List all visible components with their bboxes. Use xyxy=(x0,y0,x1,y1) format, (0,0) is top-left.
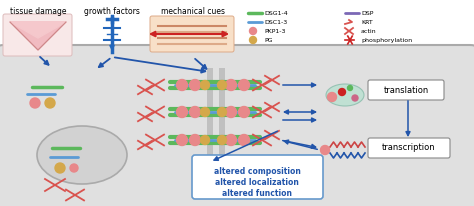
Circle shape xyxy=(176,107,188,117)
Circle shape xyxy=(190,80,201,90)
Circle shape xyxy=(190,107,201,117)
Circle shape xyxy=(352,95,358,101)
Text: altered localization: altered localization xyxy=(215,178,299,187)
Ellipse shape xyxy=(37,126,127,184)
Circle shape xyxy=(328,92,337,102)
Text: PG: PG xyxy=(264,37,273,42)
Circle shape xyxy=(249,36,256,43)
Text: DSG1-4: DSG1-4 xyxy=(264,11,288,15)
Circle shape xyxy=(338,89,346,96)
Text: altered function: altered function xyxy=(222,189,292,198)
FancyBboxPatch shape xyxy=(368,138,450,158)
Circle shape xyxy=(55,163,65,173)
Text: DSP: DSP xyxy=(361,11,374,15)
Text: actin: actin xyxy=(361,28,377,34)
Circle shape xyxy=(238,107,249,117)
Polygon shape xyxy=(10,22,66,50)
Text: DSC1-3: DSC1-3 xyxy=(264,20,287,25)
Text: KRT: KRT xyxy=(361,20,373,25)
Circle shape xyxy=(218,81,227,89)
Text: growth factors: growth factors xyxy=(84,7,140,16)
Circle shape xyxy=(201,136,210,144)
Circle shape xyxy=(30,98,40,108)
Text: phosphorylation: phosphorylation xyxy=(361,37,412,42)
Circle shape xyxy=(201,108,210,117)
Circle shape xyxy=(218,136,227,144)
Polygon shape xyxy=(10,22,66,38)
Circle shape xyxy=(176,135,188,145)
FancyBboxPatch shape xyxy=(192,155,323,199)
FancyBboxPatch shape xyxy=(0,45,474,206)
Text: altered composition: altered composition xyxy=(214,167,301,176)
Text: transcription: transcription xyxy=(382,144,436,152)
Bar xyxy=(219,68,225,178)
Circle shape xyxy=(201,81,210,89)
Ellipse shape xyxy=(326,84,364,106)
Circle shape xyxy=(249,27,256,34)
FancyBboxPatch shape xyxy=(368,80,444,100)
Circle shape xyxy=(238,80,249,90)
Text: mechanical cues: mechanical cues xyxy=(161,7,225,16)
Circle shape xyxy=(190,135,201,145)
Circle shape xyxy=(320,145,329,154)
Text: tissue damage: tissue damage xyxy=(10,7,66,16)
Circle shape xyxy=(238,135,249,145)
Text: translation: translation xyxy=(383,85,428,95)
Circle shape xyxy=(70,164,78,172)
Text: PKP1-3: PKP1-3 xyxy=(264,28,285,34)
Circle shape xyxy=(226,80,237,90)
Circle shape xyxy=(347,85,353,90)
Circle shape xyxy=(45,98,55,108)
Circle shape xyxy=(218,108,227,117)
FancyBboxPatch shape xyxy=(3,14,72,56)
FancyBboxPatch shape xyxy=(150,16,234,52)
Circle shape xyxy=(226,107,237,117)
Circle shape xyxy=(226,135,237,145)
Circle shape xyxy=(176,80,188,90)
Bar xyxy=(207,68,213,178)
